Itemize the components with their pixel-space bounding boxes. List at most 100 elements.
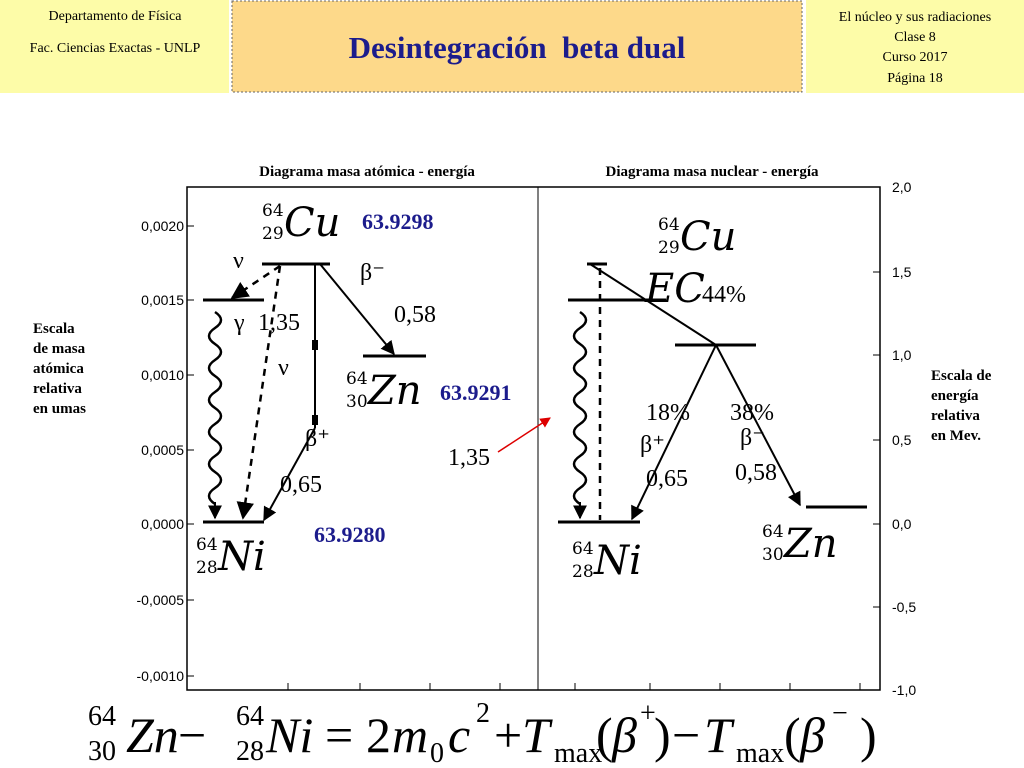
- right-tick-label: 0,5: [892, 432, 912, 448]
- mass-number: 64: [762, 522, 784, 542]
- transition-label: ν: [233, 248, 244, 274]
- equation-term: (: [596, 707, 613, 763]
- left-axis-label: Escala: [33, 321, 75, 337]
- element-symbol: Cu: [284, 200, 340, 246]
- element-symbol: Ni: [593, 538, 642, 584]
- transition-label: 0,58: [735, 460, 777, 486]
- equation-term: max: [554, 738, 602, 768]
- diagram-title: Diagrama masa nuclear - energía: [605, 164, 819, 180]
- transition-label: 0,65: [646, 466, 688, 492]
- plot-frame: [186, 186, 881, 691]
- right-axis-label: relativa: [931, 408, 980, 424]
- arrow-beta-plus: [263, 427, 316, 522]
- left-axis-label: en umas: [33, 401, 86, 417]
- equation-term: Ni: [265, 707, 313, 763]
- left-axis-label: de masa: [33, 341, 86, 357]
- mass-number: 64: [262, 201, 284, 221]
- atomic-number: 29: [658, 238, 680, 258]
- arrow-neutrino: [230, 264, 281, 300]
- header-title-box: [231, 0, 803, 93]
- equation-term: 30: [88, 736, 116, 767]
- right-tick-label: 1,5: [892, 264, 912, 280]
- arrow-beta-plus: [631, 344, 717, 521]
- transition-label: 0,65: [280, 472, 322, 498]
- header-left-line: Departamento de Física: [49, 9, 183, 24]
- element-symbol: Ni: [217, 534, 266, 580]
- equation-term: ): [654, 707, 671, 763]
- atomic-number: 30: [346, 392, 368, 412]
- equation-term: β: [611, 707, 637, 763]
- transition-label: 44%: [702, 282, 746, 308]
- equation-term: 2: [366, 707, 391, 763]
- marker: [312, 415, 318, 425]
- equation-term: T: [522, 707, 553, 763]
- right-tick-label: -0,5: [892, 599, 916, 615]
- equation-term: −: [672, 707, 700, 763]
- diagram-title: Diagrama masa atómica - energía: [259, 164, 475, 180]
- equation-term: ): [860, 707, 877, 763]
- equation-term: 64: [236, 701, 264, 732]
- transition-label: β⁺: [640, 432, 665, 458]
- equation-term: 2: [476, 698, 490, 729]
- equation-term: +: [640, 698, 656, 729]
- atomic-number: 28: [196, 558, 218, 578]
- pointer-arrow: [497, 417, 551, 453]
- transition-label: 1,35: [448, 445, 490, 471]
- equation-term: Zn: [126, 707, 179, 763]
- transition-label: ν: [278, 355, 289, 381]
- equation-term: +: [494, 707, 522, 763]
- right-axis-label: en Mev.: [931, 428, 981, 444]
- mass-number: 64: [346, 369, 368, 389]
- left-tick-label: 0,0005: [141, 442, 184, 458]
- left-axis-label: atómica: [33, 361, 84, 377]
- mass-number: 64: [658, 215, 680, 235]
- element-symbol: Cu: [680, 214, 736, 260]
- atomic-mass: 63.9298: [362, 209, 434, 234]
- mass-number: 64: [196, 535, 218, 555]
- equation-term: −: [832, 698, 848, 729]
- atomic-mass: 63.9291: [440, 380, 512, 405]
- atomic-number: 29: [262, 224, 284, 244]
- equation-term: 64: [88, 701, 116, 732]
- equation-term: c: [448, 707, 470, 763]
- mass-number: 64: [572, 539, 594, 559]
- equation-term: −: [178, 707, 206, 763]
- axes: 0,0020 0,0015 0,0010 0,0005 0,0000 -0,0005 -0,…: [33, 179, 992, 698]
- left-tick-label: -0,0005: [137, 592, 185, 608]
- equation-term: max: [736, 738, 784, 768]
- transition-label: 38%: [730, 400, 774, 426]
- right-tick-label: 2,0: [892, 179, 912, 195]
- element-symbol: Zn: [782, 521, 838, 567]
- marker: [312, 340, 318, 350]
- transition-label: 18%: [646, 400, 690, 426]
- arrow-beta-minus: [319, 263, 395, 356]
- atomic-number: 30: [762, 545, 784, 565]
- transition-label: β⁻: [740, 425, 765, 451]
- header-left-box: [0, 0, 229, 93]
- right-axis-label: energía: [931, 388, 979, 404]
- left-axis-label: relativa: [33, 381, 82, 397]
- transition-label: 1,35: [258, 310, 300, 336]
- header-left-line: Fac. Ciencias Exactas - UNLP: [30, 41, 201, 56]
- gamma-wave: [207, 310, 223, 506]
- equation-term: 0: [430, 738, 444, 768]
- arrow-branch: [589, 263, 717, 346]
- equation-term: T: [704, 707, 735, 763]
- equation-term: β: [799, 707, 825, 763]
- header-right-box: [806, 0, 1024, 93]
- header-right-line: Curso 2017: [883, 50, 948, 65]
- equation-term: m: [392, 707, 428, 763]
- transition-label: γ: [233, 310, 245, 336]
- equation-term: =: [325, 707, 353, 763]
- equation-term: 28: [236, 736, 264, 767]
- left-tick-label: 0,0010: [141, 367, 184, 383]
- equation-term: (: [784, 707, 801, 763]
- levels: [203, 262, 867, 524]
- gamma-wave: [572, 310, 588, 506]
- left-tick-label: 0,0000: [141, 516, 184, 532]
- header-right-line: Página 18: [887, 71, 943, 86]
- left-tick-label: -0,0010: [137, 668, 185, 684]
